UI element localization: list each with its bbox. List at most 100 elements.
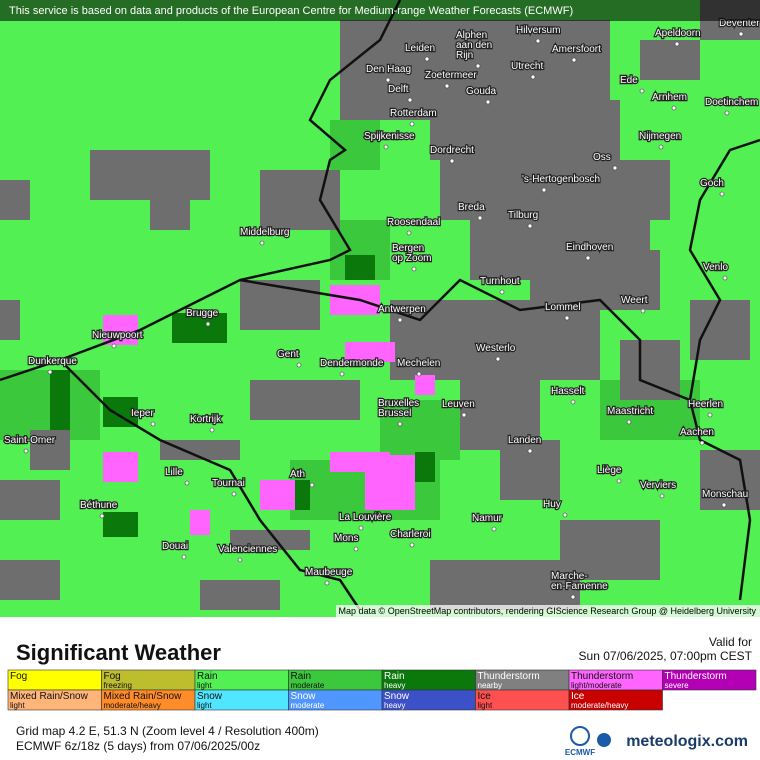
city-label: Ath	[290, 469, 305, 480]
city-dot	[722, 275, 728, 281]
weather-cell	[260, 170, 340, 230]
city-dot	[639, 88, 645, 94]
city-label: Tournai	[212, 478, 245, 489]
weather-cell	[430, 100, 620, 160]
city-label: Hasselt	[551, 386, 585, 397]
city-label: Den Haag	[366, 64, 411, 75]
city-label: Huy	[543, 499, 561, 510]
city-label: en-Famenne	[551, 581, 608, 592]
city-dot	[475, 63, 481, 69]
legend-panel: Significant Weather Valid for Sun 07/06/…	[7, 635, 757, 757]
city-dot	[231, 491, 237, 497]
city-dot	[181, 554, 187, 560]
city-label: Saint-Omer	[4, 435, 56, 446]
city-label: Doetinchem	[705, 97, 758, 108]
weather-cell	[700, 450, 760, 510]
valid-time: Sun 07/06/2025, 07:00pm CEST	[579, 649, 753, 663]
city-label: Verviers	[640, 480, 676, 491]
legend-label: Rain	[291, 671, 312, 682]
city-label: Liège	[597, 465, 622, 476]
city-dot	[541, 187, 547, 193]
city-label: Brugge	[186, 308, 219, 319]
weather-cell	[365, 455, 415, 510]
city-dot	[485, 99, 491, 105]
city-label: Gouda	[466, 86, 496, 97]
legend-sublabel: freezing	[104, 681, 132, 690]
city-dot	[570, 594, 576, 600]
city-dot	[495, 356, 501, 362]
city-label: Rijn	[456, 50, 473, 61]
weather-cell	[103, 512, 138, 537]
city-label: Apeldoorn	[655, 28, 701, 39]
city-label: Weert	[621, 295, 648, 306]
city-label: Gent	[277, 349, 299, 360]
city-dot	[411, 266, 417, 272]
legend-sublabel: light	[197, 701, 212, 710]
legend-sublabel: severe	[665, 681, 690, 690]
weather-cell	[50, 370, 70, 430]
city-dot	[409, 542, 415, 548]
weather-cell	[103, 452, 138, 482]
city-dot	[407, 97, 413, 103]
city-label: Douai	[162, 541, 188, 552]
legend-label: Snow	[291, 691, 317, 702]
legend-sublabel: moderate/heavy	[571, 701, 628, 710]
attribution: Map data © OpenStreetMap contributors, r…	[339, 606, 757, 616]
city-dot	[640, 308, 646, 314]
city-dot	[47, 369, 53, 375]
city-label: Dunkerque	[28, 356, 77, 367]
city-label: Leuven	[442, 399, 475, 410]
legend-sublabel: light	[10, 701, 25, 710]
city-dot	[449, 158, 455, 164]
city-label: La Louvière	[339, 512, 392, 523]
city-label: Bruxelles	[378, 398, 419, 409]
city-dot	[699, 440, 705, 446]
city-label: Roosendaal	[387, 217, 440, 228]
weather-cell	[160, 440, 240, 460]
city-dot	[707, 412, 713, 418]
city-dot	[397, 317, 403, 323]
legend-swatch	[662, 669, 757, 691]
city-label: Valenciennes	[218, 544, 277, 555]
weather-cell	[620, 340, 680, 400]
valid-label: Valid for	[709, 635, 752, 649]
city-label: Alphen	[456, 30, 487, 41]
legend-label: Ice	[571, 691, 585, 702]
city-dot	[339, 371, 345, 377]
city-label: Aachen	[680, 427, 714, 438]
legend-sublabel: moderate/heavy	[104, 701, 161, 710]
city-label: Heerlen	[688, 399, 723, 410]
city-dot	[738, 31, 744, 37]
city-dot	[150, 421, 156, 427]
city-label: Delft	[388, 84, 409, 95]
city-dot	[99, 513, 105, 519]
city-label: Dendermonde	[320, 358, 384, 369]
ecmwf-logo	[570, 726, 590, 746]
weather-cell	[440, 160, 670, 220]
city-label: Landen	[508, 435, 541, 446]
weather-cell	[0, 180, 30, 220]
legend-label: Rain	[384, 671, 405, 682]
legend-label: Mixed Rain/Snow	[104, 691, 183, 702]
city-dot	[353, 546, 359, 552]
city-label: Westerlo	[476, 343, 516, 354]
legend-label: Thunderstorm	[665, 671, 727, 682]
city-label: Oss	[593, 152, 611, 163]
city-dot	[612, 165, 618, 171]
weather-cell	[103, 315, 138, 345]
city-label: Hilversum	[516, 25, 560, 36]
border	[239, 138, 760, 402]
city-dot	[491, 526, 497, 532]
legend-label: Rain	[197, 671, 218, 682]
border	[59, 359, 362, 611]
city-dot	[719, 191, 725, 197]
legend-label: Snow	[197, 691, 223, 702]
city-dot	[659, 493, 665, 499]
city-label: Maastricht	[607, 406, 653, 417]
city-label: Middelburg	[240, 227, 289, 238]
weather-cell	[172, 313, 227, 343]
city-label: Eindhoven	[566, 242, 613, 253]
borders	[0, 0, 760, 611]
city-label: Kortrijk	[190, 414, 222, 425]
city-label: Namur	[472, 513, 503, 524]
